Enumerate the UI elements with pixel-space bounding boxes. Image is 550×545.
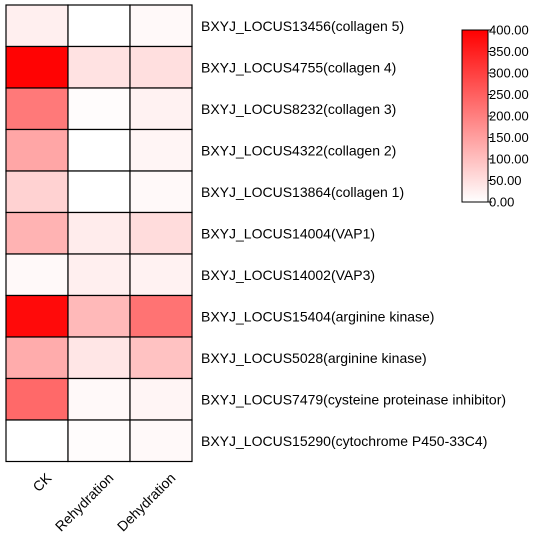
- colorbar-tick-label: 200.00: [489, 109, 529, 124]
- row-label: BXYJ_LOCUS4755(collagen 4): [201, 59, 396, 75]
- column-label: Rehydration: [52, 470, 117, 535]
- row-label: BXYJ_LOCUS14004(VAP1): [201, 225, 375, 241]
- column-label: Dehydration: [114, 470, 179, 535]
- heatmap-cell: [5, 419, 69, 463]
- heatmap-cell: [5, 377, 69, 421]
- row-label: BXYJ_LOCUS13864(collagen 1): [201, 184, 404, 200]
- heatmap-cell: [67, 336, 131, 380]
- heatmap-cell: [67, 170, 131, 214]
- heatmap-cell: [5, 4, 69, 48]
- heatmap-cell: [5, 128, 69, 172]
- colorbar-tick-label: 100.00: [489, 152, 529, 167]
- row-label: BXYJ_LOCUS13456(collagen 5): [201, 18, 404, 34]
- column-label: CK: [29, 469, 55, 495]
- row-label: BXYJ_LOCUS14002(VAP3): [201, 267, 375, 283]
- colorbar-tick-label: 250.00: [489, 87, 529, 102]
- row-labels: BXYJ_LOCUS13456(collagen 5) BXYJ_LOCUS475…: [201, 18, 506, 449]
- row-label: BXYJ_LOCUS7479(cysteine proteinase inhib…: [201, 391, 506, 407]
- colorbar-gradient: [461, 29, 489, 203]
- heatmap-cell: [5, 211, 69, 255]
- heatmap-cell: [129, 253, 193, 297]
- heatmap-cell: [129, 211, 193, 255]
- heatmap-cell: [129, 4, 193, 48]
- heatmap-cell: [5, 253, 69, 297]
- colorbar-tick-label: 0.00: [489, 195, 514, 210]
- heatmap-cell: [129, 336, 193, 380]
- heatmap-cell: [129, 294, 193, 338]
- heatmap-cell: [129, 419, 193, 463]
- row-label: BXYJ_LOCUS15404(arginine kinase): [201, 308, 434, 324]
- colorbar-tick-label: 300.00: [489, 66, 529, 81]
- heatmap-cell: [67, 377, 131, 421]
- heatmap-cell: [5, 45, 69, 89]
- heatmap-cell: [67, 87, 131, 131]
- heatmap-cell: [5, 294, 69, 338]
- heatmap-cell: [67, 45, 131, 89]
- heatmap-cell: [5, 87, 69, 131]
- colorbar-tick-label: 350.00: [489, 44, 529, 59]
- heatmap-cell: [67, 211, 131, 255]
- heatmap-cell: [67, 4, 131, 48]
- heatmap-cell: [129, 170, 193, 214]
- heatmap-cell: [129, 87, 193, 131]
- row-label: BXYJ_LOCUS8232(collagen 3): [201, 101, 396, 117]
- heatmap-cell: [129, 377, 193, 421]
- heatmap-cell: [67, 128, 131, 172]
- heatmap-cells: [5, 4, 193, 463]
- colorbar-tick-label: 50.00: [489, 173, 522, 188]
- heatmap-cell: [5, 336, 69, 380]
- row-label: BXYJ_LOCUS4322(collagen 2): [201, 142, 396, 158]
- row-label: BXYJ_LOCUS15290(cytochrome P450-33C4): [201, 433, 487, 449]
- heatmap-cell: [129, 45, 193, 89]
- heatmap-cell: [129, 128, 193, 172]
- heatmap-cell: [67, 294, 131, 338]
- colorbar: 0.00 50.00 100.00 150.00 200.00 250.00 300.00 3…: [461, 23, 529, 210]
- colorbar-tick-label: 150.00: [489, 130, 529, 145]
- colorbar-tick-label: 400.00: [489, 23, 529, 38]
- heatmap-cell: [5, 170, 69, 214]
- heatmap-cell: [67, 419, 131, 463]
- heatmap-cell: [67, 253, 131, 297]
- row-label: BXYJ_LOCUS5028(arginine kinase): [201, 350, 427, 366]
